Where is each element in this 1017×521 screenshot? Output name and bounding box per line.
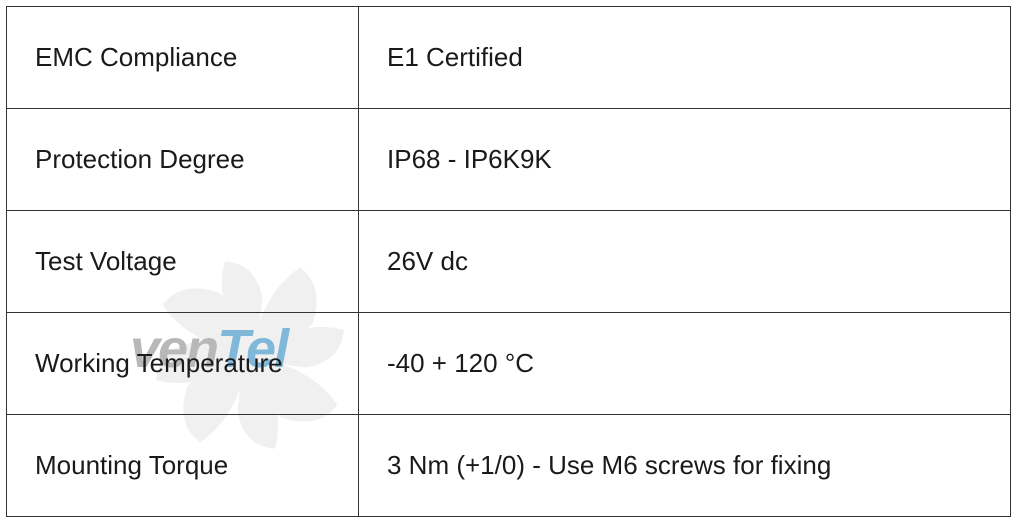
table-row: Test Voltage 26V dc	[7, 211, 1011, 313]
table-row: Working Temperature -40 + 120 °C	[7, 313, 1011, 415]
table-row: Protection Degree IP68 - IP6K9K	[7, 109, 1011, 211]
spec-label: EMC Compliance	[7, 7, 359, 109]
spec-label: Test Voltage	[7, 211, 359, 313]
table-row: EMC Compliance E1 Certified	[7, 7, 1011, 109]
spec-value: E1 Certified	[359, 7, 1011, 109]
spec-value: IP68 - IP6K9K	[359, 109, 1011, 211]
spec-label: Mounting Torque	[7, 415, 359, 517]
specifications-table: EMC Compliance E1 Certified Protection D…	[6, 6, 1011, 517]
spec-label: Protection Degree	[7, 109, 359, 211]
table-row: Mounting Torque 3 Nm (+1/0) - Use M6 scr…	[7, 415, 1011, 517]
spec-label: Working Temperature	[7, 313, 359, 415]
spec-value: 26V dc	[359, 211, 1011, 313]
spec-value: -40 + 120 °C	[359, 313, 1011, 415]
spec-value: 3 Nm (+1/0) - Use M6 screws for fixing	[359, 415, 1011, 517]
